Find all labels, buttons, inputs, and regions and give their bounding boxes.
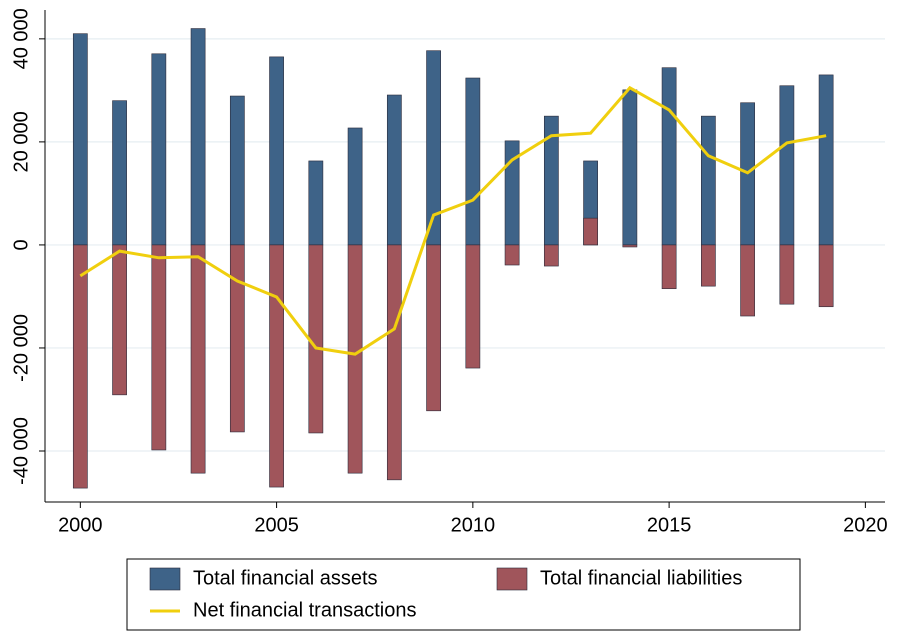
- legend-label: Total financial liabilities: [540, 567, 742, 589]
- y-tick-label: 40 000: [10, 8, 32, 69]
- bar: [465, 77, 481, 246]
- legend-swatch: [496, 567, 528, 591]
- bar: [583, 217, 598, 246]
- bar: [661, 244, 677, 290]
- bar: [269, 56, 284, 246]
- legend-label: Total financial assets: [193, 567, 378, 589]
- bar: [700, 115, 716, 246]
- y-tick-label: -20 000: [10, 314, 32, 382]
- legend-label: Net financial transactions: [193, 599, 416, 621]
- bar: [308, 160, 324, 246]
- x-tick-label: 2005: [254, 514, 299, 536]
- bar: [72, 244, 88, 489]
- bar: [504, 244, 520, 266]
- bar: [465, 244, 481, 369]
- bar: [151, 53, 167, 246]
- bar: [740, 244, 755, 317]
- x-tick-label: 2010: [451, 514, 496, 536]
- bar: [112, 244, 127, 396]
- y-tick-label: -40 000: [10, 417, 32, 485]
- bar: [269, 244, 284, 488]
- bar: [622, 244, 638, 248]
- bar: [622, 89, 638, 246]
- legend-swatch: [149, 567, 181, 591]
- bar: [386, 244, 402, 481]
- x-tick-label: 2000: [58, 514, 103, 536]
- bar: [779, 85, 795, 246]
- y-tick-label: 0: [10, 239, 32, 250]
- x-tick-label: 2020: [843, 514, 888, 536]
- bar: [426, 244, 441, 412]
- bar: [72, 33, 88, 246]
- bar: [112, 100, 127, 246]
- y-tick-label: 20 000: [10, 111, 32, 172]
- x-tick-label: 2015: [647, 514, 692, 536]
- bar: [229, 244, 245, 433]
- bar: [151, 244, 167, 451]
- bar: [700, 244, 716, 287]
- line: [79, 85, 827, 356]
- bar: [779, 244, 795, 305]
- bar: [818, 74, 834, 246]
- bar: [308, 244, 324, 434]
- bar: [190, 244, 206, 474]
- bar: [229, 95, 245, 246]
- bar: [818, 244, 834, 308]
- legend-box: [126, 558, 801, 631]
- bar: [347, 244, 363, 474]
- bar: [190, 28, 206, 246]
- bar: [661, 67, 677, 246]
- bar: [543, 244, 559, 267]
- bar: [386, 94, 402, 246]
- bar: [347, 127, 363, 246]
